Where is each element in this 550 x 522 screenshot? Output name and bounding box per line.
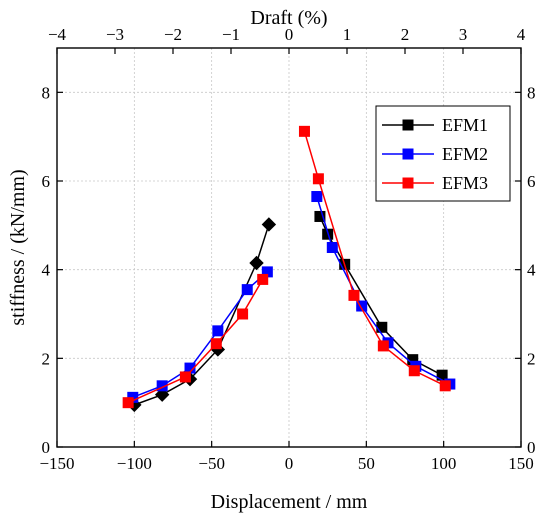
top-x-tick-label: 0	[285, 25, 294, 44]
data-point-efm3	[312, 173, 324, 185]
top-x-tick-label: 1	[343, 25, 352, 44]
grid-lines	[57, 48, 521, 447]
data-point-efm2	[356, 300, 368, 312]
y-tick-label: 2	[42, 349, 51, 368]
right-y-tick-label: 0	[527, 438, 536, 457]
y-tick-label: 8	[42, 83, 51, 102]
legend-marker-efm3	[402, 177, 414, 189]
data-point-efm3	[408, 365, 420, 377]
x-tick-label: −100	[117, 454, 152, 473]
legend-marker-efm2	[402, 148, 414, 160]
x-tick-label: 0	[285, 454, 294, 473]
data-point-efm1	[154, 387, 170, 402]
data-point-efm2	[241, 284, 253, 296]
series-layer	[122, 125, 456, 413]
data-point-efm2	[326, 242, 338, 253]
legend: EFM1 EFM2 EFM3	[375, 105, 511, 202]
top-x-tick-label: −2	[164, 25, 182, 44]
data-point-efm1	[376, 321, 388, 333]
right-y-tick-label: 8	[527, 83, 536, 102]
data-point-efm1	[261, 217, 277, 232]
series-efm3	[122, 125, 451, 409]
top-x-tick-label: −4	[48, 25, 67, 44]
top-x-tick-label: −1	[222, 25, 240, 44]
legend-label-efm3: EFM3	[442, 173, 488, 193]
legend-label-efm2: EFM2	[442, 144, 488, 164]
legend-label-efm1: EFM1	[442, 115, 488, 135]
data-point-efm3	[298, 125, 310, 137]
x-tick-label: −50	[198, 454, 225, 473]
series-line-efm2-positive	[316, 196, 451, 385]
top-x-tick-label: −3	[106, 25, 124, 44]
data-point-efm3	[257, 273, 269, 285]
series-line-efm1-negative	[134, 224, 270, 406]
data-point-efm2	[311, 191, 323, 203]
right-y-tick-label: 4	[527, 261, 536, 280]
series-efm2	[127, 191, 456, 403]
y-tick-label: 4	[42, 261, 51, 280]
x-axis-label: Displacement / mm	[211, 491, 368, 513]
data-point-efm3	[237, 308, 249, 320]
data-point-efm3	[377, 340, 389, 352]
data-point-efm3	[122, 397, 134, 409]
top-axis-label: Draft (%)	[250, 7, 327, 29]
data-point-efm3	[179, 371, 191, 383]
y-axis-label: stiffness / (kN/mm)	[7, 169, 29, 325]
series-line-efm3-negative	[127, 279, 264, 404]
data-point-efm1	[314, 210, 326, 222]
data-point-efm3	[210, 338, 222, 350]
top-x-tick-label: 3	[459, 25, 468, 44]
legend-marker-efm1	[402, 119, 414, 131]
data-point-efm2	[212, 325, 224, 337]
x-tick-label: −150	[39, 454, 74, 473]
top-x-tick-label: 2	[401, 25, 410, 44]
x-tick-label: 50	[358, 454, 375, 473]
y-tick-label: 0	[42, 438, 51, 457]
top-x-tick-label: 4	[517, 25, 526, 44]
data-point-efm3	[439, 380, 451, 392]
right-y-tick-label: 2	[527, 349, 536, 368]
data-point-efm3	[348, 289, 360, 301]
data-point-efm1	[249, 255, 264, 271]
x-tick-label: 150	[508, 454, 534, 473]
axis-ticks: −150 −100 −50 0 50 100 150 −4 −3 −2 −1 0 1 2 3 4 0 0 2 2 4 4 6…	[39, 25, 536, 473]
right-y-tick-label: 6	[527, 172, 536, 191]
y-tick-label: 6	[42, 172, 51, 191]
x-tick-label: 100	[431, 454, 457, 473]
